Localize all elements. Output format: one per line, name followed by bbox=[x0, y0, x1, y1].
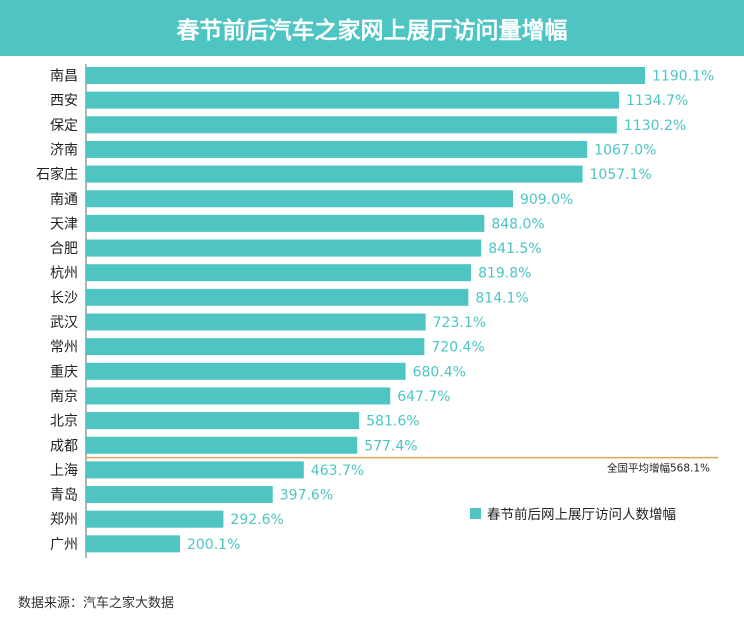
category-label: 长沙 bbox=[50, 290, 78, 306]
average-reference-label: 全国平均增幅568.1% bbox=[607, 462, 710, 475]
category-label: 南京 bbox=[50, 389, 78, 405]
bar-9 bbox=[86, 288, 469, 306]
value-label: 581.6% bbox=[366, 414, 419, 430]
bar-3 bbox=[86, 140, 588, 158]
value-label: 841.5% bbox=[488, 241, 541, 257]
category-label: 石家庄 bbox=[36, 166, 78, 183]
value-label: 1130.2% bbox=[624, 118, 686, 134]
bar-2 bbox=[86, 116, 617, 134]
category-label: 重庆 bbox=[50, 364, 78, 380]
bar-16 bbox=[86, 461, 304, 479]
value-label: 909.0% bbox=[520, 192, 573, 208]
value-label: 200.1% bbox=[187, 537, 240, 553]
chart-title: 春节前后汽车之家网上展厅访问量增幅 bbox=[176, 18, 568, 44]
value-label: 723.1% bbox=[433, 315, 486, 331]
category-label: 北京 bbox=[50, 414, 78, 430]
value-label: 1067.0% bbox=[594, 142, 656, 158]
bar-5 bbox=[86, 190, 513, 208]
bar-10 bbox=[86, 313, 426, 331]
category-label: 广州 bbox=[50, 537, 78, 553]
bar-12 bbox=[86, 362, 406, 380]
category-label: 济南 bbox=[50, 142, 78, 158]
category-label: 南昌 bbox=[50, 69, 78, 85]
value-label: 1134.7% bbox=[626, 93, 688, 109]
legend-label: 春节前后网上展厅访问人数增幅 bbox=[487, 506, 676, 523]
data-source-note: 数据来源：汽车之家大数据 bbox=[18, 596, 175, 611]
value-label: 463.7% bbox=[311, 463, 364, 479]
bar-1 bbox=[86, 91, 619, 109]
value-label: 814.1% bbox=[475, 290, 528, 306]
category-label: 南通 bbox=[50, 192, 78, 208]
bar-4 bbox=[86, 165, 583, 183]
chart-header: 春节前后汽车之家网上展厅访问量增幅 bbox=[0, 0, 744, 56]
category-label: 上海 bbox=[50, 463, 78, 479]
value-label: 647.7% bbox=[397, 389, 450, 405]
legend-swatch bbox=[470, 508, 481, 519]
value-label: 577.4% bbox=[364, 438, 417, 454]
value-label: 397.6% bbox=[280, 488, 333, 504]
value-label: 1190.1% bbox=[652, 69, 714, 85]
category-label: 杭州 bbox=[50, 266, 78, 282]
bar-18 bbox=[86, 510, 224, 528]
category-label: 青岛 bbox=[50, 488, 78, 504]
bar-7 bbox=[86, 239, 482, 257]
bar-6 bbox=[86, 214, 485, 232]
value-label: 1057.1% bbox=[590, 167, 652, 183]
value-label: 680.4% bbox=[413, 364, 466, 380]
category-label: 合肥 bbox=[50, 241, 78, 257]
bar-0 bbox=[86, 67, 645, 84]
category-label: 成都 bbox=[50, 438, 78, 454]
header-band bbox=[0, 0, 744, 56]
value-label: 720.4% bbox=[431, 340, 484, 356]
bar-15 bbox=[86, 436, 358, 454]
value-label: 819.8% bbox=[478, 266, 531, 282]
category-label: 天津 bbox=[50, 216, 78, 232]
bar-14 bbox=[86, 412, 360, 430]
bar-8 bbox=[86, 264, 472, 282]
value-label: 292.6% bbox=[230, 512, 283, 528]
bar-17 bbox=[86, 486, 273, 504]
bar-13 bbox=[86, 387, 391, 405]
bar-11 bbox=[86, 338, 425, 356]
bar-19 bbox=[86, 535, 180, 553]
category-label: 西安 bbox=[50, 93, 78, 109]
category-label: 武汉 bbox=[50, 315, 78, 331]
category-label: 郑州 bbox=[50, 512, 78, 528]
category-label: 常州 bbox=[50, 340, 78, 356]
value-label: 848.0% bbox=[491, 216, 544, 232]
category-label: 保定 bbox=[50, 118, 78, 134]
